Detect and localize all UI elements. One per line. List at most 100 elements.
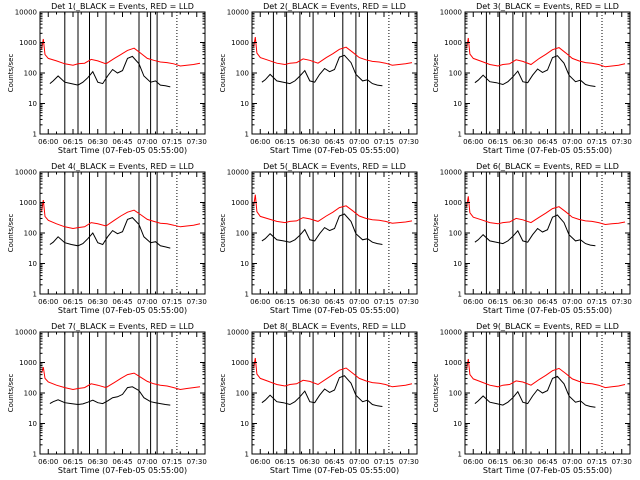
events-series-line: [474, 214, 596, 247]
lld-series-line: [41, 38, 201, 67]
y-tick-label: 100: [449, 230, 462, 238]
y-tick-label: 10000: [227, 169, 249, 177]
x-tick-label: 06:30: [88, 138, 108, 146]
detector-panel-8: 1 10 100 1000 10000 06:00 06:15 06:30 06:45 07:00…: [219, 322, 419, 475]
x-tick-label: 07:30: [187, 138, 207, 146]
x-tick-label: 06:00: [250, 138, 270, 146]
x-tick-label: 07:00: [562, 138, 582, 146]
x-tick-label: 07:15: [587, 458, 607, 466]
detector-panel-9: 1 10 100 1000 10000 06:00 06:15 06:30 06:45 07:00…: [432, 322, 632, 475]
detector-panel-5: 1 10 100 1000 10000 06:00 06:15 06:30 06:45 07:00…: [219, 162, 419, 315]
events-series-line: [261, 375, 383, 407]
x-tick-label: 07:00: [137, 298, 157, 306]
y-axis-label: Counts/sec: [432, 54, 440, 93]
x-axis-label: Start Time (07-Feb-05 05:55:00): [270, 306, 399, 315]
x-tick-label: 07:00: [137, 458, 157, 466]
x-tick-label: 07:30: [612, 298, 632, 306]
y-tick-label: 10: [240, 420, 249, 428]
y-axis-label: Counts/sec: [7, 374, 15, 413]
x-tick-label: 06:00: [463, 458, 483, 466]
y-tick-label: 10000: [227, 329, 249, 337]
y-tick-label: 1000: [231, 199, 249, 207]
panel-title: Det 8(_BLACK = Events, RED = LLD: [263, 322, 406, 331]
x-axis-label: Start Time (07-Feb-05 05:55:00): [58, 466, 187, 475]
x-tick-label: 06:15: [275, 458, 295, 466]
y-tick-label: 10000: [15, 9, 37, 17]
panel-title: Det 4(_BLACK = Events, RED = LLD: [51, 162, 194, 171]
events-series-line: [49, 386, 171, 406]
y-tick-label: 10: [453, 260, 462, 268]
y-tick-label: 10000: [440, 329, 462, 337]
y-tick-label: 100: [236, 390, 249, 398]
x-tick-label: 06:15: [275, 138, 295, 146]
panel-title: Det 5(_BLACK = Events, RED = LLD: [263, 162, 406, 171]
y-tick-label: 1: [458, 291, 462, 299]
x-tick-label: 07:15: [162, 458, 182, 466]
x-axis-label: Start Time (07-Feb-05 05:55:00): [58, 306, 187, 315]
x-axis-label: Start Time (07-Feb-05 05:55:00): [483, 466, 612, 475]
y-tick-label: 1000: [19, 199, 37, 207]
x-tick-label: 06:45: [112, 458, 132, 466]
lld-series-line: [466, 196, 626, 226]
x-tick-label: 06:00: [38, 138, 58, 146]
x-tick-label: 06:00: [250, 458, 270, 466]
x-tick-label: 07:30: [612, 138, 632, 146]
y-axis-label: Counts/sec: [219, 54, 227, 93]
x-tick-label: 07:15: [587, 138, 607, 146]
y-tick-label: 10: [28, 420, 37, 428]
y-tick-label: 10: [240, 100, 249, 108]
y-tick-label: 10: [453, 420, 462, 428]
y-tick-label: 1000: [444, 359, 462, 367]
x-tick-label: 07:00: [562, 298, 582, 306]
lld-series-line: [41, 200, 201, 230]
x-tick-label: 06:45: [324, 138, 344, 146]
x-tick-label: 06:15: [63, 298, 83, 306]
y-tick-label: 10000: [227, 9, 249, 17]
y-axis-label: Counts/sec: [7, 54, 15, 93]
x-tick-label: 06:45: [537, 458, 557, 466]
y-tick-label: 1: [245, 451, 249, 459]
lld-series-line: [466, 37, 626, 68]
y-tick-label: 10: [453, 100, 462, 108]
y-tick-label: 10000: [15, 329, 37, 337]
x-tick-label: 07:00: [349, 138, 369, 146]
x-axis-label: Start Time (07-Feb-05 05:55:00): [270, 466, 399, 475]
y-tick-label: 1: [33, 451, 37, 459]
y-tick-label: 100: [24, 390, 37, 398]
y-tick-label: 1000: [19, 359, 37, 367]
detector-panel-6: 1 10 100 1000 10000 06:00 06:15 06:30 06:45 07:00…: [432, 162, 632, 315]
y-tick-label: 1: [458, 131, 462, 139]
y-tick-label: 1000: [444, 39, 462, 47]
x-tick-label: 06:30: [300, 138, 320, 146]
events-series-line: [261, 213, 383, 245]
events-series-line: [474, 55, 596, 87]
x-tick-label: 06:00: [250, 298, 270, 306]
y-axis-label: Counts/sec: [7, 214, 15, 253]
y-tick-label: 1: [33, 131, 37, 139]
y-tick-label: 100: [24, 230, 37, 238]
detector-panel-2: 1 10 100 1000 10000 06:00 06:15 06:30 06:45 07:00…: [219, 2, 419, 155]
x-tick-label: 07:00: [137, 138, 157, 146]
y-tick-label: 1: [245, 291, 249, 299]
x-tick-label: 06:15: [488, 458, 508, 466]
lld-series-line: [253, 194, 413, 224]
panel-title: Det 2(_BLACK = Events, RED = LLD: [263, 2, 406, 11]
y-tick-label: 1: [458, 451, 462, 459]
lld-series-line: [41, 367, 201, 391]
y-tick-label: 1: [245, 131, 249, 139]
x-tick-label: 06:45: [537, 138, 557, 146]
x-tick-label: 07:15: [162, 298, 182, 306]
x-tick-label: 06:00: [463, 138, 483, 146]
x-tick-label: 07:30: [187, 458, 207, 466]
x-tick-label: 06:30: [88, 458, 108, 466]
detector-panel-7: 1 10 100 1000 10000 06:00 06:15 06:30 06:45 07:00…: [7, 322, 207, 475]
events-series-line: [261, 54, 383, 87]
x-tick-label: 06:45: [112, 138, 132, 146]
detector-panel-1: 1 10 100 1000 10000 06:00 06:15 06:30 06:45 07:00…: [7, 2, 207, 155]
y-tick-label: 100: [449, 390, 462, 398]
panel-title: Det 3(_BLACK = Events, RED = LLD: [476, 2, 619, 11]
x-tick-label: 07:00: [349, 298, 369, 306]
x-tick-label: 07:00: [349, 458, 369, 466]
y-tick-label: 10: [240, 260, 249, 268]
y-tick-label: 10000: [15, 169, 37, 177]
